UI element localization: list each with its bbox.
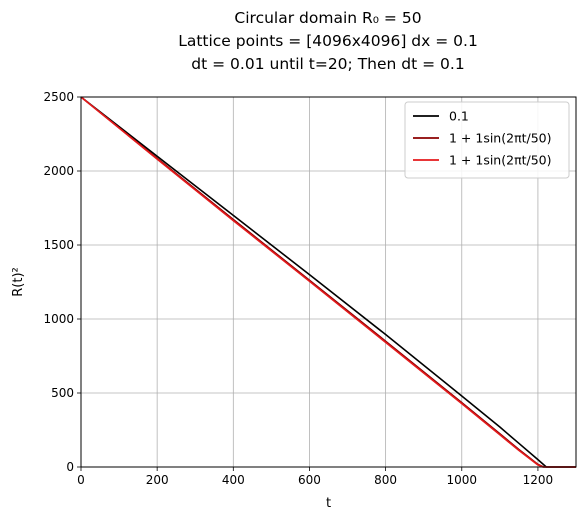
- legend-label-2: 1 + 1sin(2πt/50): [449, 131, 551, 146]
- x-tick-label: 1000: [446, 473, 477, 487]
- x-tick-label: 1200: [523, 473, 554, 487]
- chart-title-line-2: Lattice points = [4096x4096] dx = 0.1: [178, 32, 478, 50]
- y-tick-label: 1000: [43, 312, 74, 326]
- axes-frame: [80, 96, 577, 468]
- legend-label-3: 1 + 1sin(2πt/50): [449, 153, 551, 168]
- x-tick-label: 800: [374, 473, 397, 487]
- x-tick-label: 0: [77, 473, 85, 487]
- legend: 0.1 1 + 1sin(2πt/50) 1 + 1sin(2πt/50): [404, 101, 570, 179]
- x-tick-label: 600: [298, 473, 321, 487]
- tick-layer: 0 200 400 600 800 1000 1200 0 500 1000 1500 2000 250…: [43, 90, 553, 487]
- series-line-3: [80, 96, 576, 468]
- legend-label-1: 0.1: [449, 109, 469, 124]
- chart-title-line-3: dt = 0.01 until t=20; Then dt = 0.1: [191, 55, 465, 73]
- y-tick-label: 500: [51, 386, 74, 400]
- series-layer: [80, 96, 576, 468]
- y-tick-label: 2500: [43, 90, 74, 104]
- y-tick-label: 0: [66, 460, 74, 474]
- series-line-1: [80, 96, 576, 468]
- chart-title-line-1: Circular domain R₀ = 50: [0, 9, 586, 27]
- title-text: Circular domain R₀ = 50: [234, 9, 422, 27]
- legend-box: [404, 101, 570, 179]
- y-tick-label: 1500: [43, 238, 74, 252]
- y-tick-label: 2000: [43, 164, 74, 178]
- y-axis-label: R(t)²: [11, 267, 26, 297]
- x-axis-label: t: [326, 496, 331, 511]
- x-tick-label: 400: [222, 473, 245, 487]
- x-tick-label: 200: [146, 473, 169, 487]
